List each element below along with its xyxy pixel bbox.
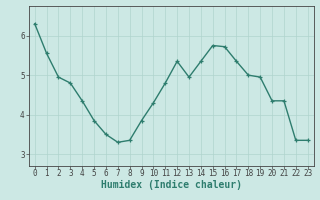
- X-axis label: Humidex (Indice chaleur): Humidex (Indice chaleur): [101, 180, 242, 190]
